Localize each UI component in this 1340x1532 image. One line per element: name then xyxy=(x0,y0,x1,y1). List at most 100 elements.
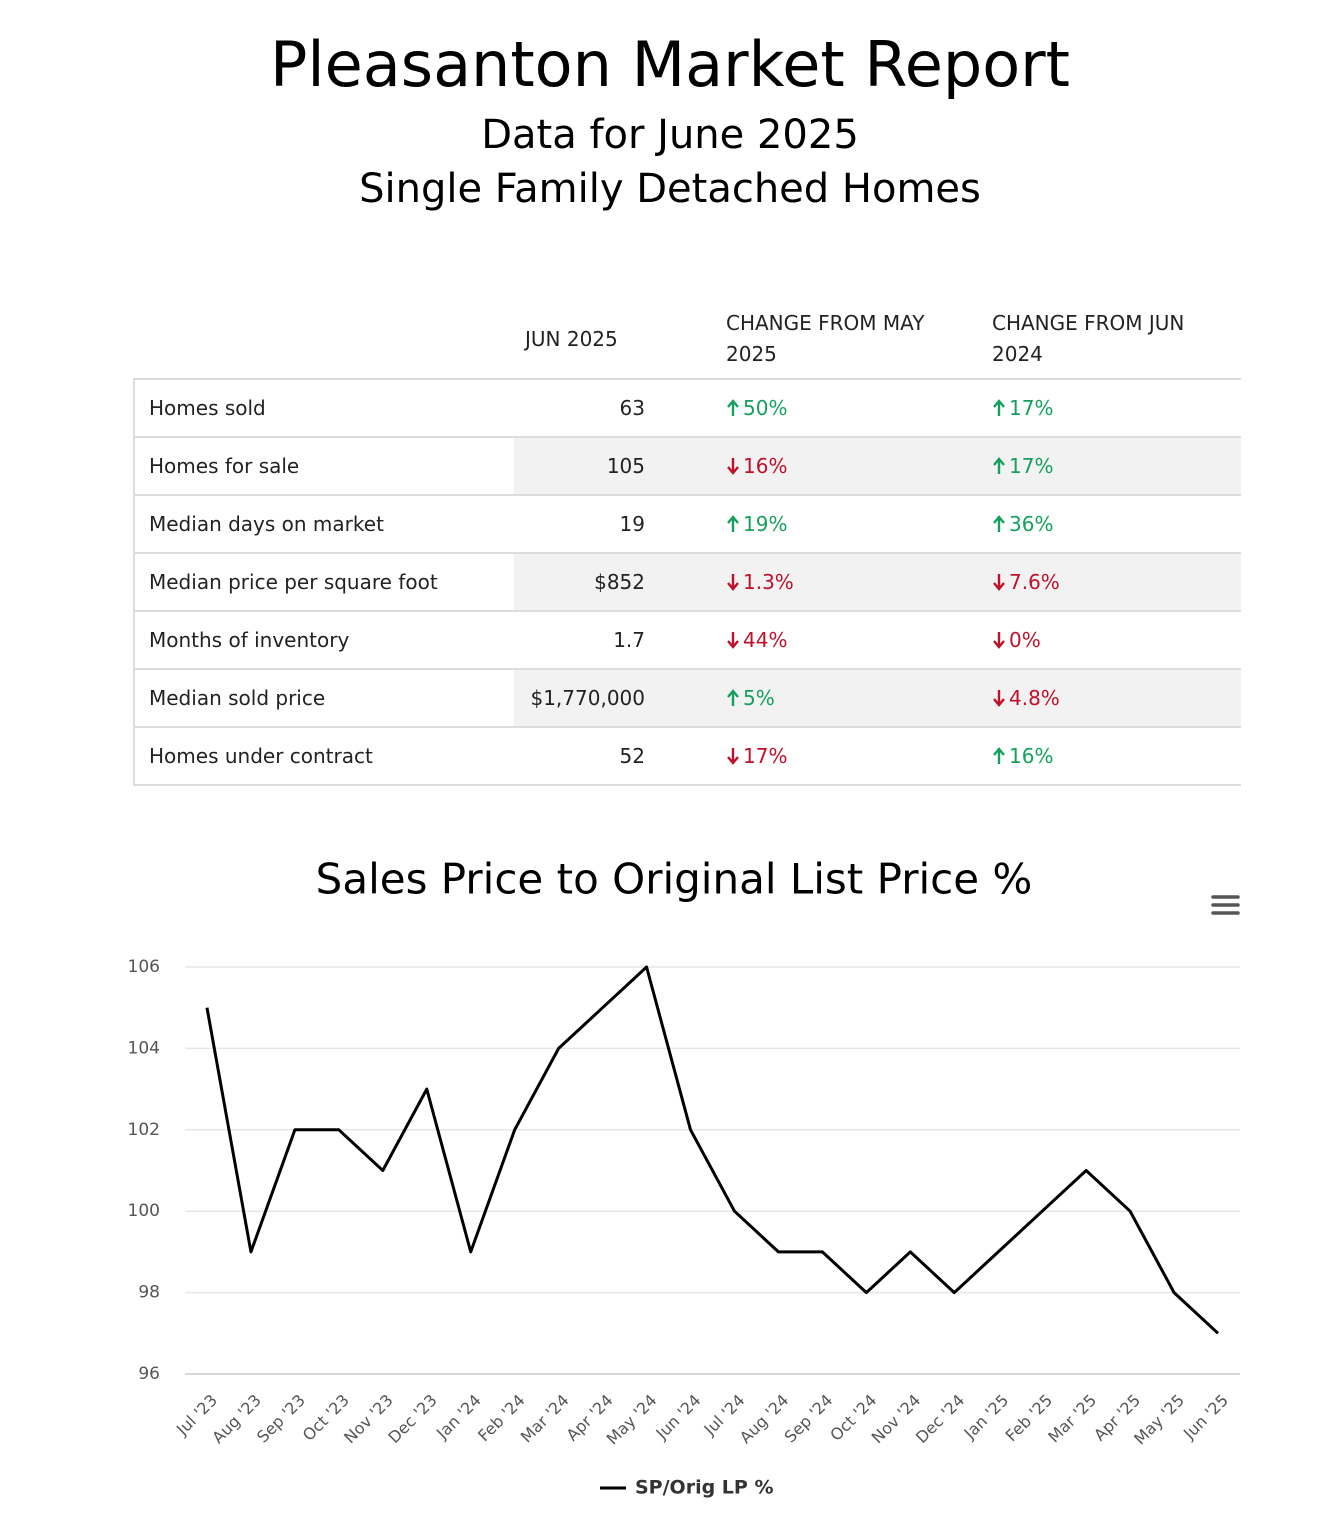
legend-label: SP/Orig LP % xyxy=(635,1477,773,1499)
row-label: Homes sold xyxy=(133,379,514,438)
x-tick-label: Jan '24 xyxy=(432,1391,485,1444)
change-value: 17% xyxy=(1009,454,1054,478)
y-tick-label: 102 xyxy=(128,1120,160,1140)
arrow-up xyxy=(727,399,739,416)
change-cell: 5% xyxy=(661,669,927,728)
report-subtitle: Data for June 2025 xyxy=(481,112,859,158)
arrow-up xyxy=(993,457,1005,474)
x-tick-label: Dec '23 xyxy=(384,1391,440,1447)
header-cell: CHANGE FROM MAY 2025 xyxy=(661,300,927,380)
x-tick-label: Mar '24 xyxy=(517,1391,573,1447)
menu-icon[interactable] xyxy=(1211,895,1240,915)
chart-title: Sales Price to Original List Price % xyxy=(316,855,1033,904)
x-tick-label: Feb '25 xyxy=(1002,1391,1057,1446)
change-value: 0% xyxy=(1009,628,1041,652)
arrow-down xyxy=(727,748,739,765)
change-value: 44% xyxy=(743,628,788,652)
change-cell: 17% xyxy=(927,379,1241,438)
row-label: Median days on market xyxy=(133,495,514,554)
x-tick-label: Jan '25 xyxy=(960,1391,1013,1444)
table-row: Median price per square foot $852 1.3% 7.6% xyxy=(133,553,1241,612)
change-value: 5% xyxy=(743,686,775,710)
x-tick-label: Mar '25 xyxy=(1044,1391,1100,1447)
x-tick-label: Jul '24 xyxy=(700,1391,749,1440)
change-value: 50% xyxy=(743,396,788,420)
x-tick-label: Nov '24 xyxy=(868,1391,925,1448)
x-tick-label: Apr '25 xyxy=(1090,1391,1144,1445)
x-tick-label: Aug '24 xyxy=(736,1391,793,1448)
y-tick-label: 106 xyxy=(128,957,160,977)
change-cell: 16% xyxy=(661,437,927,496)
row-value: $1,770,000 xyxy=(514,669,661,728)
x-tick-label: May '24 xyxy=(603,1391,661,1449)
change-cell: 17% xyxy=(927,437,1241,496)
x-tick-label: Jun '24 xyxy=(652,1391,705,1444)
header-cell xyxy=(134,300,514,380)
x-tick-label: Feb '24 xyxy=(474,1391,529,1446)
y-tick-label: 104 xyxy=(128,1038,160,1058)
x-tick-label: Jul '23 xyxy=(172,1391,221,1440)
change-value: 4.8% xyxy=(1009,686,1060,710)
change-cell: 4.8% xyxy=(927,669,1241,728)
arrow-up xyxy=(993,399,1005,416)
arrow-down xyxy=(993,690,1005,707)
change-value: 17% xyxy=(743,744,788,768)
change-cell: 7.6% xyxy=(927,553,1241,612)
arrow-up xyxy=(727,515,739,532)
change-value: 16% xyxy=(1009,744,1054,768)
x-tick-label: Oct '23 xyxy=(299,1391,353,1445)
x-tick-label: Aug '23 xyxy=(208,1391,265,1448)
row-label: Homes under contract xyxy=(133,727,514,786)
header-cell: CHANGE FROM JUN 2024 xyxy=(927,300,1241,380)
row-value: 105 xyxy=(514,437,661,496)
change-value: 17% xyxy=(1009,396,1054,420)
row-value: 63 xyxy=(514,379,661,438)
header-cell: JUN 2025 xyxy=(514,300,661,380)
change-cell: 0% xyxy=(927,611,1241,670)
x-tick-label: Oct '24 xyxy=(826,1391,880,1445)
row-label: Median sold price xyxy=(133,669,514,728)
table-row: Homes sold 63 50% 17% xyxy=(133,379,1241,438)
x-tick-label: Sep '24 xyxy=(781,1391,837,1447)
series-line xyxy=(205,965,1220,1335)
x-tick-label: May '25 xyxy=(1130,1391,1188,1449)
change-cell: 50% xyxy=(661,379,927,438)
row-label: Months of inventory xyxy=(133,611,514,670)
x-tick-label: Sep '23 xyxy=(253,1391,309,1447)
stats-table: JUN 2025 CHANGE FROM MAY 2025 CHANGE FROM … xyxy=(133,300,1241,786)
change-cell: 1.3% xyxy=(661,553,927,612)
y-tick-label: 98 xyxy=(138,1283,160,1303)
y-tick-label: 100 xyxy=(128,1201,160,1221)
table-row: Homes under contract 52 17% 16% xyxy=(133,727,1241,786)
arrow-up xyxy=(993,515,1005,532)
change-cell: 19% xyxy=(661,495,927,554)
report-title: Pleasanton Market Report xyxy=(270,28,1070,101)
row-label: Homes for sale xyxy=(133,437,514,496)
arrow-down xyxy=(993,574,1005,591)
y-tick-label: 96 xyxy=(138,1364,160,1384)
header-row: JUN 2025 CHANGE FROM MAY 2025 CHANGE FROM … xyxy=(134,300,1241,380)
table-row: Homes for sale 105 16% 17% xyxy=(133,437,1241,496)
change-value: 7.6% xyxy=(1009,570,1060,594)
x-tick-label: Apr '24 xyxy=(562,1391,616,1445)
change-value: 1.3% xyxy=(743,570,794,594)
row-value: 19 xyxy=(514,495,661,554)
report-segment: Single Family Detached Homes xyxy=(359,166,981,212)
change-value: 36% xyxy=(1009,512,1054,536)
x-tick-label: Dec '24 xyxy=(912,1391,968,1447)
arrow-up xyxy=(727,689,739,706)
x-tick-label: Jun '25 xyxy=(1179,1391,1232,1444)
change-cell: 16% xyxy=(927,727,1241,786)
table-row: Months of inventory 1.7 44% 0% xyxy=(133,611,1241,670)
table-row: Median days on market 19 19% 36% xyxy=(133,495,1241,554)
row-value: 52 xyxy=(514,727,661,786)
row-label: Median price per square foot xyxy=(133,553,514,612)
x-tick-label: Nov '23 xyxy=(340,1391,397,1448)
row-value: $852 xyxy=(514,553,661,612)
change-cell: 44% xyxy=(661,611,927,670)
change-cell: 36% xyxy=(927,495,1241,554)
arrow-up xyxy=(993,747,1005,764)
change-cell: 17% xyxy=(661,727,927,786)
row-value: 1.7 xyxy=(514,611,661,670)
